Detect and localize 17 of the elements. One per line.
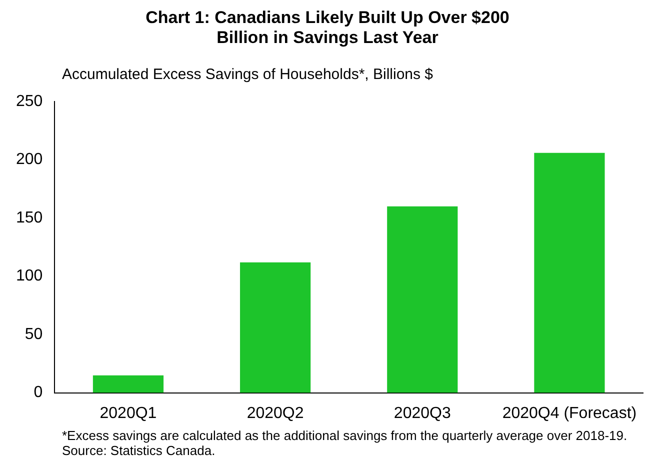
y-tick-label: 50	[24, 326, 43, 343]
text: *Excess savings are calculated as the additional savings from the quarterly average over 2018-19. Source: Statistics Canada.	[62, 428, 628, 458]
y-tick-label: 150	[16, 209, 43, 226]
x-tick-label: 2020Q2	[246, 404, 304, 422]
bar	[92, 375, 164, 393]
y-tick-label: 200	[16, 151, 43, 168]
bar	[240, 262, 311, 393]
y-tick-label: 250	[16, 93, 43, 110]
chart-title: Chart 1: Canadians Likely Built Up Over $200 Billion in Savings Last Year	[144, 8, 510, 48]
x-tick-label: 2020Q1	[100, 404, 157, 422]
y-tick-label: 0	[34, 384, 43, 402]
bar	[387, 206, 458, 393]
x-tick-label: 2020Q3	[394, 404, 451, 422]
y-tick-label: 100	[16, 268, 43, 285]
x-tick-label: 2020Q4 (Forecast)	[502, 404, 637, 422]
y-axis-title: Accumulated Excess Savings of Households*, Billions $	[62, 66, 434, 83]
bar	[534, 152, 605, 393]
